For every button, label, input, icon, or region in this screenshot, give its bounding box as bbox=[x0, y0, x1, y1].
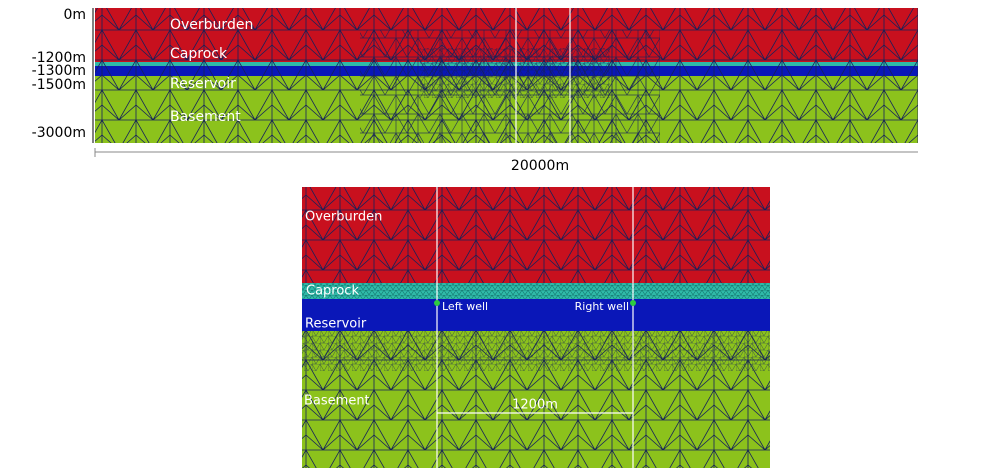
mesh-fine bbox=[420, 48, 610, 98]
well-marker bbox=[434, 300, 440, 306]
depth-label: -1500m bbox=[32, 77, 86, 93]
depth-label: -3000m bbox=[32, 125, 86, 141]
reservoir-layer bbox=[302, 299, 770, 331]
zoom-panel: Overburden Caprock Reservoir Basement Le… bbox=[302, 187, 770, 468]
overview-panel: Overburden Caprock Reservoir Basement 0m… bbox=[32, 7, 918, 174]
width-label: 20000m bbox=[511, 158, 569, 174]
mesh bbox=[302, 187, 770, 283]
spacing-label: 1200m bbox=[512, 398, 558, 413]
mesh bbox=[302, 283, 770, 299]
well-marker bbox=[630, 300, 636, 306]
layer-label: Overburden bbox=[305, 210, 382, 225]
well-label: Left well bbox=[442, 300, 488, 313]
layer-label: Overburden bbox=[170, 17, 253, 33]
layer-label: Reservoir bbox=[170, 76, 236, 92]
well-label: Right well bbox=[575, 300, 629, 313]
layer-label: Caprock bbox=[306, 284, 359, 299]
layer-label: Basement bbox=[170, 109, 241, 125]
figure: Overburden Caprock Reservoir Basement 0m… bbox=[0, 0, 992, 473]
layer-label: Reservoir bbox=[305, 317, 367, 332]
mesh-fine bbox=[302, 331, 770, 371]
layer-label: Basement bbox=[304, 394, 370, 409]
depth-label: 0m bbox=[63, 7, 86, 23]
layer-label: Caprock bbox=[170, 46, 228, 62]
